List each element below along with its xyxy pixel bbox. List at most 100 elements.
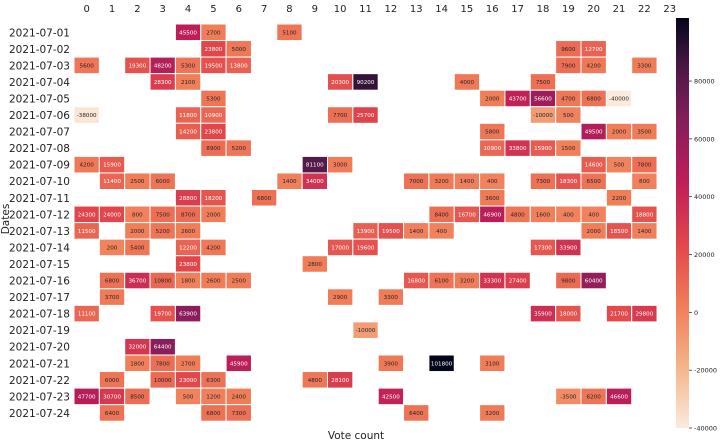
y-tick-label: 2021-07-24	[9, 408, 70, 420]
heatmap-cell-label: 800	[132, 212, 143, 218]
heatmap-cell-label: 6800	[206, 411, 221, 417]
heatmap-cell-label: 17000	[331, 245, 349, 251]
colorbar-tick-label: 40000	[694, 193, 715, 201]
heatmap-cell	[250, 189, 278, 207]
heatmap-cell-label: 500	[563, 113, 574, 119]
colorbar-tick-label: 60000	[694, 135, 715, 143]
heatmap-cell-label: 19600	[357, 245, 375, 251]
heatmap-cell-label: 56600	[534, 96, 552, 102]
heatmap-cell-label: 10900	[205, 113, 223, 119]
x-tick-labels: 0 1 2 3 4 5 6 7 8 9 10 11 12 13 14 15 16 17 18 19 20 21 22 23	[83, 4, 676, 15]
heatmap-cell	[225, 404, 252, 422]
y-tick-label: 2021-07-21	[9, 358, 70, 370]
heatmap-cell	[124, 238, 151, 257]
heatmap-cell	[174, 304, 202, 323]
heatmap-cell-label: 8500	[130, 394, 145, 400]
heatmap-cell-label: 8700	[181, 212, 196, 218]
heatmap-cell-label: 11100	[78, 312, 96, 318]
heatmap-cell-label: -10000	[533, 113, 553, 119]
heatmap-cell	[479, 404, 506, 422]
heatmap-cell	[555, 139, 582, 157]
heatmap-cell	[301, 255, 328, 273]
heatmap-cell	[479, 354, 506, 373]
heatmap-cell-label: 6400	[409, 411, 424, 417]
heatmap-cell-label: 3600	[485, 196, 500, 202]
y-tick-label: 2021-07-14	[9, 242, 70, 254]
heatmap-cell-label: 43700	[509, 96, 527, 102]
heatmap-cell-label: 17300	[534, 245, 552, 251]
y-tick-label: 2021-07-09	[9, 160, 70, 172]
y-tick-label: 2021-07-01	[9, 27, 70, 39]
y-tick-label: 2021-07-06	[9, 110, 70, 122]
colorbar-tick-label: -40000	[694, 425, 717, 433]
y-tick-label: 2021-07-20	[9, 342, 70, 354]
heatmap-cell-label: 3200	[485, 411, 500, 417]
heatmap-cell-label: 2800	[308, 262, 323, 268]
heatmap-cell-label: 14200	[179, 130, 197, 136]
heatmap-cell-label: 60400	[585, 279, 603, 285]
heatmap-cell-label: 33800	[509, 146, 527, 152]
colorbar-tick-label: 20000	[694, 251, 715, 259]
heatmap-cell-label: 15900	[534, 146, 552, 152]
heatmap-cell-label: 7000	[409, 179, 424, 185]
x-tick-label: 14	[435, 4, 448, 15]
heatmap-cell-label: 33300	[483, 279, 501, 285]
heatmap-cell-label: 46600	[610, 394, 628, 400]
heatmap-cell-label: 3500	[637, 130, 652, 136]
heatmap-cell-label: 8900	[206, 146, 221, 152]
heatmap-cell	[555, 304, 582, 323]
heatmap-cell-label: 2500	[130, 179, 145, 185]
heatmap-cell-label: 45500	[179, 30, 197, 36]
heatmap-cell	[631, 304, 658, 323]
y-tick-label: 2021-07-12	[9, 209, 70, 221]
heatmap-cell	[504, 271, 531, 290]
y-tick-label: 2021-07-16	[9, 276, 70, 288]
heatmap-cell-label: 1800	[130, 361, 145, 367]
heatmap-cell	[73, 106, 100, 124]
heatmap-cell-label: 2000	[587, 229, 602, 235]
heatmap-cell-label: -3500	[560, 394, 577, 400]
heatmap-cell-label: 5000	[232, 47, 247, 53]
heatmap-cell-label: 48200	[154, 63, 172, 69]
heatmap-cell	[200, 205, 227, 224]
heatmap-cell-label: -38000	[77, 113, 97, 119]
x-tick-label: 19	[562, 4, 575, 15]
heatmap-cell-label: 10800	[154, 279, 172, 285]
colorbar-tick-label: 80000	[694, 78, 715, 86]
x-tick-label: 10	[334, 4, 347, 15]
heatmap-cell	[149, 172, 176, 190]
heatmap-cell-label: 4200	[587, 63, 602, 69]
heatmap-cell	[352, 321, 379, 339]
heatmap-cell-label: 4200	[206, 245, 221, 251]
heatmap-cell-label: 11800	[179, 113, 197, 119]
heatmap-cell	[428, 354, 455, 373]
x-tick-label: 1	[109, 4, 115, 15]
heatmap-cell-label: 6400	[105, 411, 120, 417]
heatmap-cell	[98, 288, 126, 306]
heatmap-cell-label: 6800	[587, 96, 602, 102]
heatmap-cell-label: 14600	[585, 163, 603, 169]
heatmap-cell-label: 7500	[536, 80, 551, 86]
heatmap-cell	[225, 56, 252, 75]
y-tick-label: 2021-07-17	[9, 292, 70, 304]
heatmap-cell-label: 4800	[511, 212, 526, 218]
heatmap-cell-label: 500	[614, 163, 625, 169]
heatmap-cell-label: 1800	[181, 279, 196, 285]
y-tick-label: 2021-07-02	[9, 44, 70, 56]
heatmap-cell-label: 16700	[458, 212, 476, 218]
y-tick-label: 2021-07-03	[9, 60, 70, 72]
heatmap-cell	[225, 354, 252, 373]
colorbar-tick-label: 0	[694, 309, 698, 317]
heatmap-cell-label: 25700	[357, 113, 375, 119]
heatmap-cell-label: 12200	[179, 245, 197, 251]
heatmap-cell-label: 4000	[460, 80, 475, 86]
heatmap-cell-label: 16800	[407, 279, 425, 285]
y-tick-label: 2021-07-10	[9, 176, 70, 188]
heatmap-cell-label: 6800	[257, 196, 272, 202]
heatmap-cell-label: 6500	[587, 179, 602, 185]
heatmap-cell-label: 3300	[637, 63, 652, 69]
heatmap-cell-label: 81100	[306, 163, 324, 169]
heatmap-cell-label: 8400	[434, 212, 449, 218]
heatmap-cell	[98, 404, 126, 422]
